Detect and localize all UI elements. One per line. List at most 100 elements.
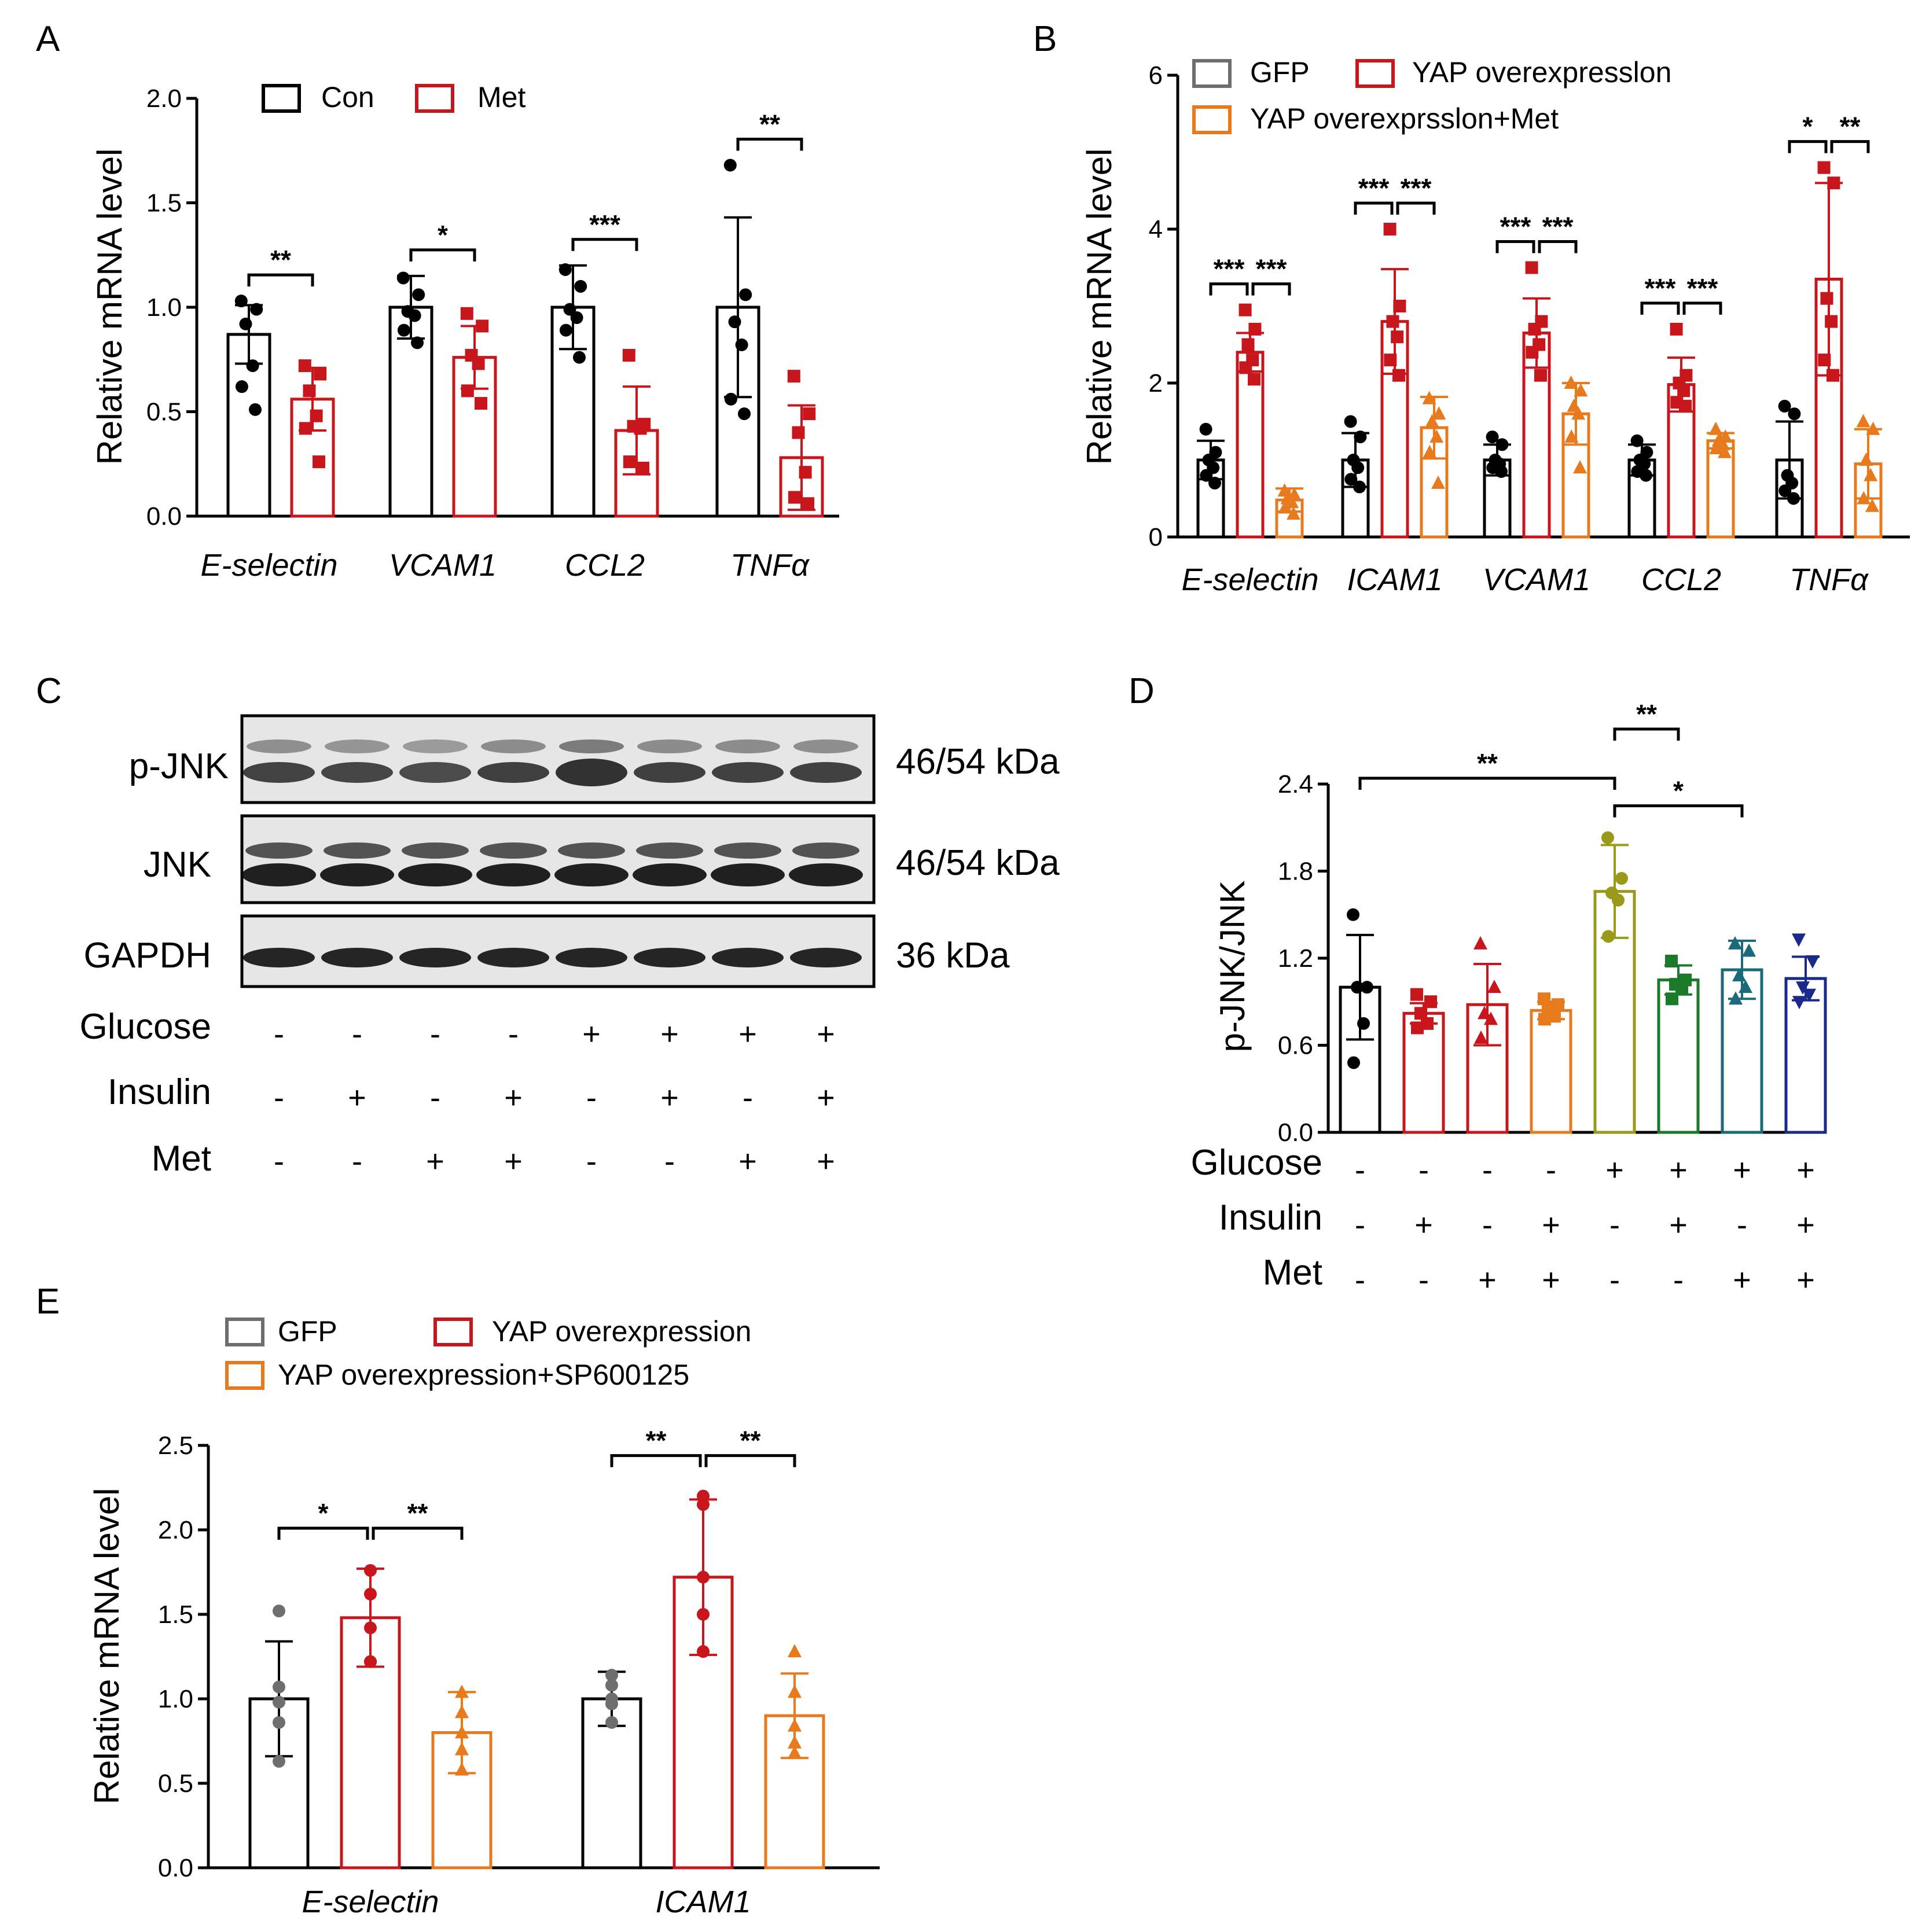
data-point [1866, 421, 1880, 435]
blot-condition-sign: + [660, 1017, 679, 1051]
data-point [1199, 422, 1212, 436]
panel-a-legend: Con Met [262, 81, 525, 113]
y-tick-label: 4 [1149, 215, 1163, 244]
condition-sign: - [1355, 1153, 1365, 1187]
x-category-label: E-selectin [200, 548, 337, 583]
chart-panel-e: 0.00.51.01.52.02.5E-selectin* **ICAM1** ** [158, 1426, 880, 1919]
data-point [1495, 438, 1509, 451]
data-point [1474, 1030, 1488, 1044]
data-point [1384, 354, 1397, 367]
data-point [1552, 998, 1564, 1011]
data-point [313, 455, 325, 469]
data-point [605, 1716, 618, 1729]
data-point [476, 319, 489, 333]
data-point [273, 1680, 285, 1694]
blot-condition-sign: - [352, 1017, 362, 1051]
data-point [1248, 373, 1260, 386]
data-point [724, 392, 737, 406]
condition-sign: + [1478, 1263, 1497, 1297]
significance-label: ** [1840, 112, 1861, 142]
data-point [299, 422, 312, 435]
data-point [1666, 992, 1678, 1006]
blot-size-jnk: 46/54 kDa [896, 843, 1060, 883]
y-tick-label: 0.0 [146, 502, 182, 531]
band-jnk-upper [402, 842, 469, 859]
condition-sign: + [1542, 1263, 1560, 1297]
significance-label: * [1673, 776, 1684, 806]
significance-bracket [1613, 727, 1680, 741]
significance-label: ** [759, 109, 780, 139]
data-point [1806, 955, 1820, 969]
data-point [408, 309, 421, 322]
y-tick-label: 6 [1149, 61, 1163, 90]
data-point [1802, 988, 1816, 1002]
panel-e-ylabel: Relative mRNA level [87, 1488, 126, 1805]
data-point [1278, 500, 1292, 514]
data-point [1344, 415, 1357, 428]
data-point [1484, 1011, 1498, 1025]
data-point [364, 1621, 377, 1635]
data-point [273, 1716, 285, 1729]
data-point [298, 359, 311, 373]
data-point [723, 159, 737, 172]
significance-label: ** [270, 245, 291, 275]
band-jnk-upper [714, 842, 781, 859]
data-point [788, 1745, 802, 1759]
data-point [1856, 414, 1870, 428]
data-point [1665, 955, 1678, 968]
band-pjnk-upper [247, 739, 311, 753]
band-pjnk-upper [325, 739, 389, 753]
blot-condition-sign: - [352, 1144, 362, 1179]
legend-swatch-yap-met [1192, 105, 1232, 134]
data-point [246, 359, 259, 373]
data-point [1792, 933, 1806, 947]
data-point [461, 384, 474, 398]
data-point [1432, 406, 1446, 420]
data-point [1615, 872, 1628, 885]
data-point [1827, 176, 1840, 190]
significance-bracket [1396, 201, 1436, 215]
chart-panel-d: 0.00.61.21.82.4*****- - - - + + + +- + - + - + - +- - + +… [1278, 699, 1827, 1297]
significance-bracket [372, 1526, 464, 1540]
blot-condition-sign: - [430, 1080, 440, 1115]
panel-d-label: D [1129, 671, 1155, 711]
data-point [739, 288, 752, 301]
data-point [1716, 437, 1730, 451]
significance-bracket [1209, 282, 1249, 296]
data-point [455, 1742, 469, 1756]
panel-b-ylabel: Relative mRNA level [1080, 149, 1119, 465]
data-point [605, 1669, 618, 1682]
data-point [788, 1644, 802, 1658]
band-jnk-lower [320, 863, 394, 886]
condition-sign: - [1609, 1263, 1620, 1297]
data-point [1344, 473, 1358, 486]
data-point [1825, 315, 1838, 328]
x-category-label: ICAM1 [1347, 562, 1442, 597]
data-point [1414, 1007, 1427, 1020]
data-point [1393, 300, 1406, 312]
data-point [637, 461, 649, 474]
condition-sign: - [1418, 1263, 1429, 1297]
data-point [1361, 981, 1373, 994]
condition-sign: - [1546, 1153, 1556, 1187]
band-jnk-lower [554, 863, 629, 886]
blot-row-label-pjnk: p-JNK [129, 746, 229, 786]
data-point [1538, 992, 1550, 1006]
data-point [1677, 384, 1691, 398]
significance-label: *** [589, 209, 620, 240]
data-point [1864, 468, 1878, 481]
data-point [1386, 315, 1399, 328]
data-point [475, 397, 487, 410]
data-point [1422, 391, 1436, 404]
data-point [1526, 345, 1539, 359]
condition-sign: + [1796, 1153, 1815, 1187]
data-point [412, 288, 425, 301]
data-point [455, 1705, 469, 1718]
x-category-label: VCAM1 [1483, 562, 1590, 597]
y-tick-label: 0.0 [1278, 1118, 1313, 1147]
x-category-label: CCL2 [1641, 562, 1721, 597]
band-jnk-upper [324, 842, 391, 859]
condition-sign: - [1355, 1208, 1365, 1242]
data-point [1357, 1017, 1370, 1030]
legend-swatch-met [415, 84, 454, 113]
